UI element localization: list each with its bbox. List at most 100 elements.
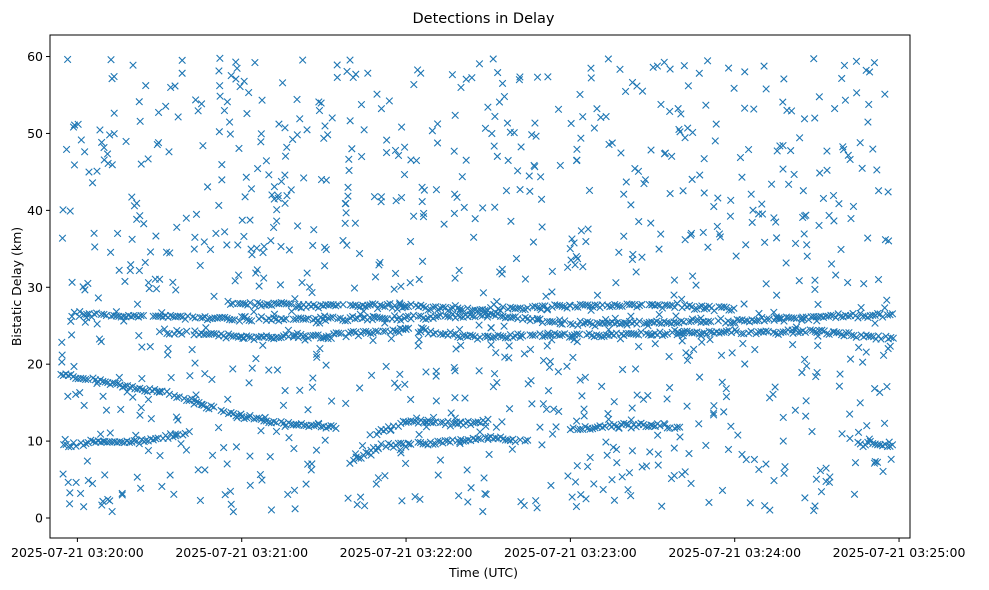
data-point — [864, 118, 872, 126]
data-point — [718, 486, 727, 495]
data-point — [409, 212, 418, 220]
data-point — [453, 193, 461, 202]
data-point — [126, 266, 134, 275]
data-point — [407, 315, 415, 323]
data-point — [155, 275, 164, 283]
data-point — [802, 211, 810, 219]
data-point — [346, 117, 354, 125]
data-point — [246, 411, 254, 420]
data-point — [351, 219, 360, 227]
data-point — [321, 122, 329, 130]
data-point — [96, 126, 104, 134]
data-point — [663, 395, 671, 403]
data-point — [505, 342, 513, 350]
data-point — [60, 441, 68, 449]
data-point — [836, 370, 844, 378]
data-point — [248, 364, 256, 372]
data-point — [225, 118, 234, 126]
data-point — [123, 388, 131, 396]
data-point — [487, 341, 495, 349]
y-axis: 0 10 20 30 40 50 60 — [27, 49, 50, 526]
data-point — [887, 333, 895, 342]
data-point — [734, 431, 742, 439]
data-point — [258, 96, 266, 104]
data-point — [76, 489, 85, 498]
data-point — [275, 120, 283, 128]
data-point — [101, 471, 109, 479]
data-point — [571, 303, 580, 311]
data-point — [676, 433, 684, 441]
data-point — [301, 336, 309, 344]
data-point — [884, 188, 892, 196]
data-point — [281, 152, 290, 160]
data-point — [223, 98, 232, 106]
data-point — [154, 138, 163, 147]
data-point — [174, 113, 182, 121]
data-point — [417, 324, 426, 332]
data-point — [876, 388, 884, 397]
data-point — [546, 357, 555, 366]
data-point — [203, 183, 212, 191]
data-point — [488, 129, 496, 138]
data-point — [800, 355, 809, 364]
y-tick-label: 20 — [27, 357, 43, 372]
data-point — [571, 261, 579, 269]
data-point — [750, 455, 759, 464]
data-point — [623, 321, 631, 329]
data-point — [376, 258, 384, 267]
data-point — [653, 431, 662, 439]
data-point — [242, 173, 250, 181]
data-point — [627, 416, 635, 424]
data-point — [378, 302, 387, 310]
data-point — [611, 314, 619, 322]
data-point — [647, 331, 655, 339]
data-point — [279, 401, 288, 409]
data-point — [356, 310, 364, 318]
data-point — [273, 205, 281, 214]
data-point — [136, 211, 144, 220]
data-point — [240, 232, 248, 241]
data-point — [865, 68, 874, 76]
data-point — [364, 301, 372, 310]
data-point — [556, 331, 564, 340]
data-point — [282, 315, 290, 323]
data-point — [84, 476, 93, 485]
data-point — [560, 317, 569, 325]
data-point — [233, 64, 241, 72]
data-point — [327, 397, 336, 405]
data-point — [277, 298, 286, 307]
data-point — [178, 56, 186, 65]
data-point — [569, 424, 577, 432]
data-point — [688, 315, 697, 323]
data-point — [835, 382, 844, 390]
data-point — [110, 109, 118, 117]
data-point — [396, 299, 404, 307]
data-point — [635, 317, 644, 325]
data-point — [448, 70, 457, 79]
data-point — [428, 127, 437, 135]
data-point — [406, 395, 415, 404]
data-point — [496, 312, 505, 321]
data-point — [854, 343, 863, 352]
data-point — [371, 273, 380, 281]
data-point — [730, 84, 738, 92]
data-point — [316, 334, 325, 342]
data-point — [856, 138, 864, 147]
data-point — [823, 330, 831, 338]
data-point — [434, 471, 442, 479]
data-point — [533, 303, 542, 312]
data-point — [496, 332, 505, 340]
data-point — [830, 217, 838, 225]
data-point — [579, 320, 587, 328]
data-point — [543, 342, 551, 350]
data-point — [70, 161, 79, 169]
data-point — [874, 275, 883, 284]
data-point — [281, 124, 289, 132]
data-point — [646, 448, 654, 456]
data-point — [566, 245, 574, 253]
data-point — [887, 455, 895, 463]
data-point — [307, 466, 315, 474]
data-point — [253, 164, 262, 173]
data-point — [687, 479, 695, 488]
data-point — [599, 485, 607, 494]
